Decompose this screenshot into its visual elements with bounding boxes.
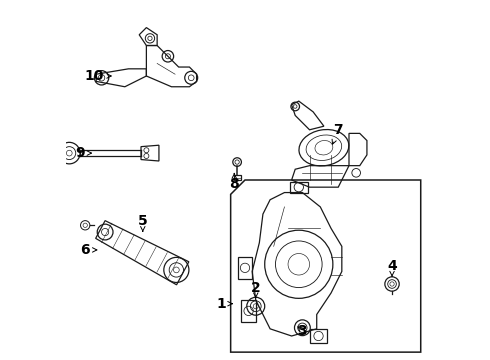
Text: 8: 8 <box>229 174 239 190</box>
Text: 1: 1 <box>217 297 232 311</box>
Text: 10: 10 <box>85 69 111 83</box>
Text: 6: 6 <box>81 243 97 257</box>
Text: 2: 2 <box>251 280 261 298</box>
Text: 5: 5 <box>138 214 147 231</box>
Text: 7: 7 <box>332 123 343 144</box>
Text: 3: 3 <box>297 324 307 338</box>
Text: 4: 4 <box>387 259 397 276</box>
Text: 9: 9 <box>75 146 92 160</box>
